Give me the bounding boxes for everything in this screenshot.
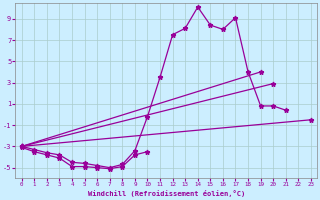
X-axis label: Windchill (Refroidissement éolien,°C): Windchill (Refroidissement éolien,°C) — [88, 190, 245, 197]
